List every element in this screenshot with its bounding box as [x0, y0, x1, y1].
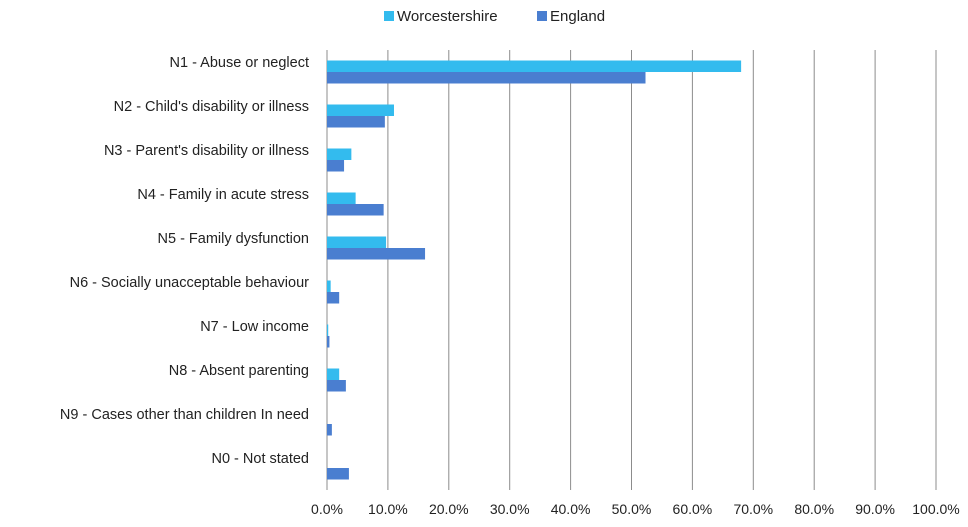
x-tick-label: 100.0% [912, 501, 959, 517]
legend-swatch-england [537, 11, 547, 21]
category-label: N5 - Family dysfunction [158, 231, 310, 247]
category-label: N9 - Cases other than children In need [60, 407, 309, 423]
legend-label: England [550, 8, 605, 25]
category-label: N8 - Absent parenting [169, 363, 309, 379]
bar-england [327, 248, 426, 260]
category-label: N7 - Low income [200, 319, 309, 335]
x-tick-label: 80.0% [794, 501, 834, 517]
x-tick-label: 0.0% [311, 501, 343, 517]
bar-england [327, 292, 340, 304]
x-tick-label: 20.0% [429, 501, 469, 517]
x-tick-label: 10.0% [368, 501, 408, 517]
bar-worcestershire [327, 192, 356, 204]
x-tick-label: 30.0% [490, 501, 530, 517]
x-tick-label: 60.0% [673, 501, 713, 517]
legend-label: Worcestershire [397, 8, 498, 25]
bar-worcestershire [327, 236, 387, 248]
x-tick-label: 90.0% [855, 501, 895, 517]
bar-worcestershire [327, 368, 340, 380]
bar-worcestershire [327, 148, 352, 160]
bar-england [327, 72, 646, 84]
legend-swatch-worcestershire [384, 11, 394, 21]
category-label: N2 - Child's disability or illness [114, 99, 309, 115]
category-label: N4 - Family in acute stress [137, 187, 309, 203]
bar-england [327, 468, 349, 480]
category-label: N0 - Not stated [211, 451, 309, 467]
bar-worcestershire [327, 60, 742, 72]
bar-england [327, 380, 346, 392]
bar-england [327, 204, 384, 216]
bar-england [327, 160, 345, 172]
bar-england [327, 424, 332, 436]
category-label: N6 - Socially unacceptable behaviour [70, 275, 310, 291]
bar-worcestershire [327, 324, 329, 336]
category-label: N1 - Abuse or neglect [170, 55, 309, 71]
bar-worcestershire [327, 104, 394, 116]
category-label: N3 - Parent's disability or illness [104, 143, 309, 159]
bar-england [327, 336, 330, 348]
x-tick-label: 40.0% [551, 501, 591, 517]
x-tick-label: 50.0% [612, 501, 652, 517]
bar-worcestershire [327, 280, 331, 292]
x-tick-label: 70.0% [733, 501, 773, 517]
bar-england [327, 116, 385, 128]
